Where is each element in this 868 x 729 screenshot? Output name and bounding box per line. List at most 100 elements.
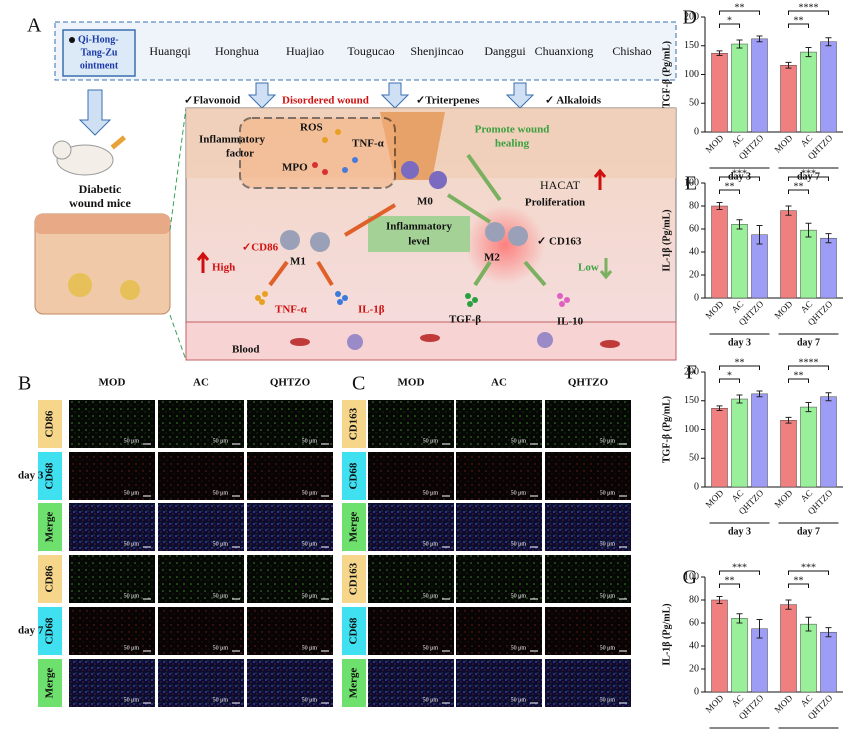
arrow xyxy=(343,203,397,237)
scale-bar-label: 50 μm xyxy=(213,697,229,703)
bar xyxy=(780,210,797,299)
scale-bar-label: 50 μm xyxy=(213,645,229,651)
column-header: QHTZO xyxy=(270,377,311,389)
factor-text: Inflammatory xyxy=(199,134,265,146)
bar xyxy=(751,38,768,133)
significance-label: * xyxy=(727,370,732,381)
scale-bar-label: 50 μm xyxy=(511,593,527,599)
panel-label: D xyxy=(683,7,697,29)
il10-dots xyxy=(557,293,570,307)
significance-bracket xyxy=(788,176,829,181)
micrograph xyxy=(456,452,542,500)
level-text: Inflammatory xyxy=(386,221,452,233)
scale-bar-label: 50 μm xyxy=(124,645,140,651)
error-bar xyxy=(785,61,792,69)
low-text: Low xyxy=(578,262,599,274)
bar xyxy=(711,52,728,133)
arrow xyxy=(473,260,547,287)
error-bar xyxy=(825,233,832,244)
micrograph xyxy=(69,555,155,603)
row-tag xyxy=(38,400,62,448)
herb: Shenjincao xyxy=(410,44,463,58)
herb: Chuanxiong xyxy=(535,44,594,58)
cd163-text: ✓ CD163 xyxy=(537,236,582,248)
down-arrow xyxy=(380,82,410,109)
bar xyxy=(820,237,837,299)
scale-bar-label: 50 μm xyxy=(600,593,616,599)
column-header: QHTZO xyxy=(568,377,609,389)
bar xyxy=(780,420,797,488)
compound: ✓Triterpenes xyxy=(416,95,480,107)
scale-bar-label: 50 μm xyxy=(124,438,140,444)
micrograph xyxy=(69,400,155,448)
dot xyxy=(564,297,570,303)
significance-bracket xyxy=(719,583,740,588)
micrograph xyxy=(158,607,244,655)
y-tick-label: 200 xyxy=(684,366,699,377)
y-tick-label: 20 xyxy=(689,269,699,280)
error-bar xyxy=(716,50,723,57)
micrograph xyxy=(247,555,333,603)
x-tick-label: MOD xyxy=(772,692,794,714)
dot xyxy=(472,297,478,303)
down-arrow xyxy=(247,82,277,109)
significance-label: ** xyxy=(794,370,804,381)
dot xyxy=(352,157,358,163)
herb: Huangqi xyxy=(149,44,191,58)
scale-bar-label: 50 μm xyxy=(511,541,527,547)
syringe xyxy=(110,135,127,150)
group-label: day 3 xyxy=(728,526,751,537)
scale-bar-label: 50 μm xyxy=(423,697,439,703)
tgf-dots xyxy=(465,293,478,307)
significance-label: *** xyxy=(801,562,816,573)
significance-label: ** xyxy=(735,357,745,368)
row-label: CD68 xyxy=(348,462,360,489)
m2-cell xyxy=(508,226,528,246)
panel-label: F xyxy=(686,362,697,384)
panel-label: C xyxy=(352,373,365,395)
micrograph xyxy=(247,659,333,707)
y-axis-label: IL-1β (Pg/mL) xyxy=(661,209,672,271)
micrograph xyxy=(545,659,631,707)
error-bar xyxy=(785,205,792,216)
error-bar xyxy=(736,394,743,404)
x-tick-label: AC xyxy=(729,133,745,149)
dot xyxy=(322,169,328,175)
scale-bar-label: 50 μm xyxy=(423,541,439,547)
x-tick-label: MOD xyxy=(703,298,725,320)
row-label: Merge xyxy=(44,668,56,699)
bar xyxy=(780,604,797,693)
m2-cell xyxy=(485,222,505,242)
level-box xyxy=(368,216,470,252)
significance-bracket xyxy=(719,176,760,181)
y-axis-label: IL-1β (Pg/mL) xyxy=(661,603,672,665)
mouse-head xyxy=(52,140,72,160)
rbc xyxy=(420,334,440,342)
micrograph xyxy=(368,555,454,603)
m1-cell xyxy=(280,230,300,250)
error-bar xyxy=(805,401,812,413)
row-label: CD68 xyxy=(44,617,56,644)
significance-bracket xyxy=(788,570,829,575)
y-tick-label: 200 xyxy=(684,11,699,22)
tnf-text: TNF-α xyxy=(275,304,308,316)
significance-label: ** xyxy=(725,181,735,192)
dot xyxy=(335,291,341,297)
y-tick-label: 0 xyxy=(694,292,699,303)
row-tag xyxy=(342,659,366,707)
herb: Tougucao xyxy=(347,44,394,58)
herb: Huajiao xyxy=(286,44,324,58)
il10-text: IL-10 xyxy=(557,316,584,328)
y-tick-label: 50 xyxy=(689,453,699,464)
down-arrow xyxy=(78,89,112,136)
panel-label: A xyxy=(27,15,42,37)
rbc xyxy=(600,340,620,348)
row-tag xyxy=(38,452,62,500)
micrograph xyxy=(247,607,333,655)
scale-bar-label: 50 μm xyxy=(423,645,439,651)
significance-bracket xyxy=(788,189,809,194)
il1b-dots xyxy=(335,291,348,305)
y-tick-label: 150 xyxy=(684,40,699,51)
skin-top xyxy=(35,214,170,234)
y-tick-label: 150 xyxy=(684,395,699,406)
